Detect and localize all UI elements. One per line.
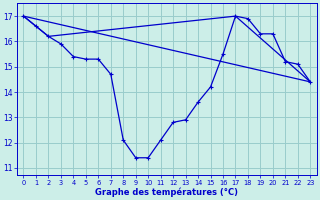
X-axis label: Graphe des températures (°C): Graphe des températures (°C): [95, 187, 238, 197]
